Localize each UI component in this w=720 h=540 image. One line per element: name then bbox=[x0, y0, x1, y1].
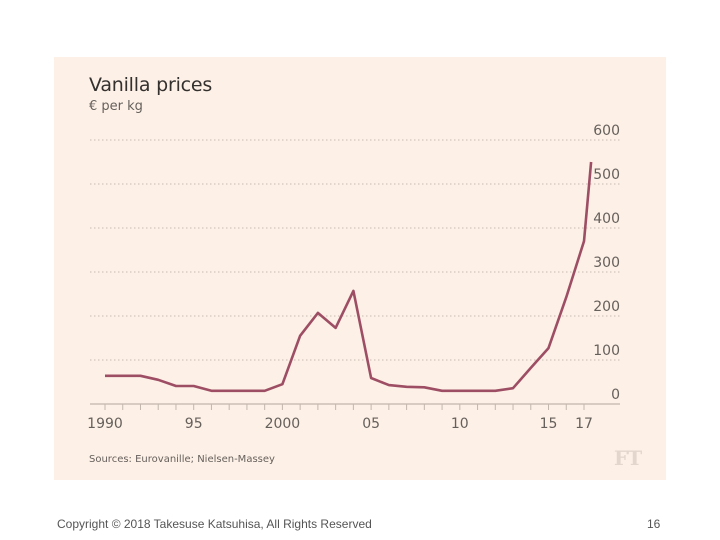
y-tick-label-200: 200 bbox=[593, 299, 620, 315]
page-number: 16 bbox=[647, 517, 661, 531]
series bbox=[104, 161, 593, 393]
y-tick-label-500: 500 bbox=[593, 167, 620, 183]
y-axis: 0 100 200 300 400 500 600 bbox=[593, 123, 620, 403]
y-tick-label-100: 100 bbox=[593, 343, 620, 359]
y-tick-label-300: 300 bbox=[593, 255, 620, 271]
series-line-0 bbox=[105, 161, 593, 393]
x-tick-label-1990: 1990 bbox=[87, 416, 123, 432]
copyright-footer: Copyright © 2018 Takesuse Katsuhisa, All… bbox=[57, 517, 372, 531]
ft-logo: FT bbox=[614, 446, 642, 470]
x-axis: 1990 95 2000 05 10 15 17 bbox=[87, 403, 620, 432]
x-tick-label-2017: 17 bbox=[575, 416, 593, 432]
y-tick-label-600: 600 bbox=[593, 123, 620, 139]
y-tick-label-0: 0 bbox=[611, 387, 620, 403]
chart-title: Vanilla prices bbox=[89, 74, 213, 96]
chart-source-note: Sources: Eurovanille; Nielsen-Massey bbox=[89, 454, 275, 465]
x-tick-label-2000: 2000 bbox=[265, 416, 301, 432]
x-tick-label-2010: 10 bbox=[451, 416, 469, 432]
x-tick-label-2015: 15 bbox=[540, 416, 558, 432]
chart-subtitle: € per kg bbox=[89, 99, 143, 114]
chart-panel bbox=[54, 57, 666, 480]
gridlines bbox=[90, 139, 620, 361]
x-tick-label-1995: 95 bbox=[185, 416, 203, 432]
y-tick-label-400: 400 bbox=[593, 211, 620, 227]
x-tick-label-2005: 05 bbox=[362, 416, 380, 432]
